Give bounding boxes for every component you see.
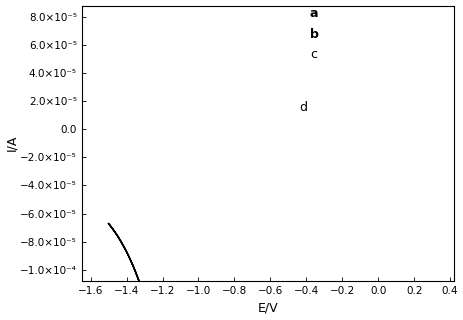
Text: b: b xyxy=(309,28,318,41)
Text: d: d xyxy=(299,101,307,115)
X-axis label: E/V: E/V xyxy=(257,301,277,315)
Text: a: a xyxy=(309,7,318,20)
Y-axis label: I/A: I/A xyxy=(6,135,19,151)
Text: c: c xyxy=(309,48,316,61)
